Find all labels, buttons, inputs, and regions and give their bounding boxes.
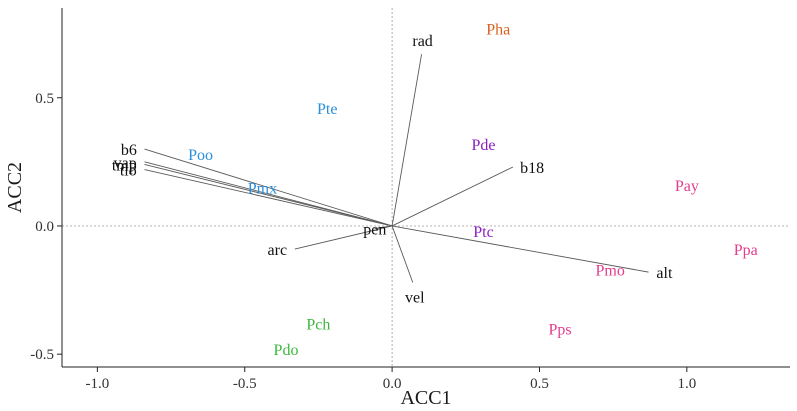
vector-vel [391, 225, 414, 283]
point-Pdo: Pdo [274, 342, 299, 359]
axes: -1.0 -0.5 0.0 0.5 1.0 -0.5 0.0 0.5 [30, 8, 790, 392]
vector-label-b18: b18 [520, 160, 544, 177]
point-Pmx: Pmx [248, 181, 277, 198]
vector-label-b6: b6 [121, 142, 137, 159]
vector-rad [391, 54, 423, 227]
vector-label-vap: vap [114, 155, 137, 172]
vector-arc [294, 225, 393, 250]
vector-alt [392, 225, 649, 273]
vector-tlo [144, 169, 393, 227]
y-axis-title: ACC2 [4, 162, 26, 213]
y-tick-label: -0.5 [30, 347, 54, 363]
point-labels: Pha Pte Poo Pmx Pde Ptc Pay Ppa Pmo Pps Pch Pdo [188, 22, 758, 360]
point-Poo: Poo [188, 147, 213, 164]
vector-tmp [144, 163, 393, 227]
x-tick-label: -1.0 [85, 376, 109, 392]
vector-label-tlo: tlo [120, 163, 137, 180]
vector-pen [374, 225, 393, 229]
point-Pch: Pch [306, 316, 330, 333]
point-Pps: Pps [549, 322, 572, 339]
vector-label-tmp: tmp [112, 157, 137, 174]
point-Pha: Pha [486, 22, 510, 39]
point-Pde: Pde [471, 137, 495, 154]
y-tick-label: 0.0 [35, 219, 54, 235]
point-Ppa: Ppa [734, 242, 758, 259]
vector-label-pen: pen [363, 222, 386, 239]
vector-label-alt: alt [656, 265, 673, 282]
point-Pay: Pay [675, 178, 699, 195]
point-Ptc: Ptc [473, 224, 493, 241]
x-axis-title: ACC1 [400, 387, 451, 409]
vector-label-arc: arc [268, 242, 288, 259]
x-tick-label: 0.5 [530, 376, 549, 392]
vector-label-vel: vel [405, 289, 425, 306]
vector-b6 [144, 148, 393, 227]
vector-b18 [391, 166, 514, 227]
y-tick-label: 0.5 [35, 91, 54, 107]
vector-label-rad: rad [412, 33, 432, 50]
x-tick-label: 0.0 [383, 376, 402, 392]
point-Pte: Pte [317, 101, 337, 118]
point-Pmo: Pmo [596, 263, 625, 280]
x-tick-label: 1.0 [677, 376, 696, 392]
reference-lines [62, 8, 790, 367]
x-tick-label: -0.5 [233, 376, 257, 392]
